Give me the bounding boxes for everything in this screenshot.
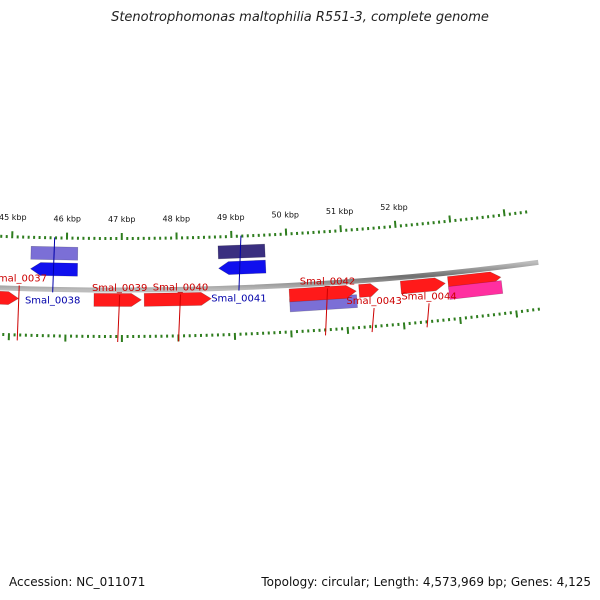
gene-arrow[interactable] (448, 280, 504, 300)
gene-label[interactable]: Smal_0041 (211, 294, 266, 305)
major-tick (515, 310, 519, 318)
accession-text: Accession: NC_011071 (9, 575, 146, 589)
gene-label[interactable]: Smal_0044 (401, 291, 456, 302)
map-title: Stenotrophomonas maltophilia R551-3, com… (111, 10, 489, 25)
major-tick (393, 220, 397, 228)
gene-label-leader (371, 308, 375, 333)
scale-label: 49 kbp (217, 213, 245, 222)
scale-label: 47 kbp (108, 215, 136, 224)
major-tick (502, 209, 506, 217)
gene-label-leader (52, 237, 56, 293)
gene-arrow[interactable] (399, 277, 446, 295)
outer-tick-track (2, 307, 541, 342)
major-tick (448, 215, 452, 223)
gene-arrow[interactable] (29, 262, 78, 277)
gene-label[interactable]: Smal_0038 (25, 295, 80, 306)
gene-label-leader (238, 235, 242, 291)
genes-layer (0, 243, 504, 313)
gene-label[interactable]: Smal_0042 (300, 276, 355, 287)
gene-label-leader (178, 294, 182, 342)
gene-label[interactable]: Smal_0037 (0, 273, 47, 284)
gene-arrow[interactable] (93, 293, 142, 307)
major-tick (459, 316, 462, 325)
gene-arrow[interactable] (217, 243, 266, 260)
scale-label: 45 kbp (0, 213, 27, 222)
gene-arrow[interactable] (358, 283, 380, 298)
gene-label[interactable]: Smal_0039 (92, 283, 147, 294)
gene-label-leader (16, 285, 20, 341)
gene-label-leader (117, 294, 121, 343)
scale-label: 46 kbp (54, 215, 82, 224)
gene-label-leader (325, 288, 329, 336)
gene-arrow[interactable] (218, 259, 267, 275)
genome-backbone (0, 259, 539, 293)
gene-labels-layer: Smal_0037Smal_0038Smal_0039Smal_0040Smal… (0, 235, 457, 343)
scale-label: 50 kbp (271, 211, 299, 220)
gene-arrow[interactable] (0, 286, 20, 305)
scale-label: 48 kbp (163, 214, 191, 223)
gene-label[interactable]: Smal_0040 (153, 282, 208, 293)
genome-stats-text: Topology: circular; Length: 4,573,969 bp… (261, 575, 591, 589)
gene-arrow[interactable] (143, 292, 212, 307)
major-tick (402, 322, 406, 330)
scale-label: 51 kbp (326, 207, 354, 216)
inner-tick-track (0, 209, 528, 241)
gene-arrow[interactable] (288, 285, 357, 303)
gene-label[interactable]: Smal_0043 (346, 296, 401, 307)
gene-label-leader (426, 303, 430, 328)
scale-label: 52 kbp (380, 203, 408, 212)
